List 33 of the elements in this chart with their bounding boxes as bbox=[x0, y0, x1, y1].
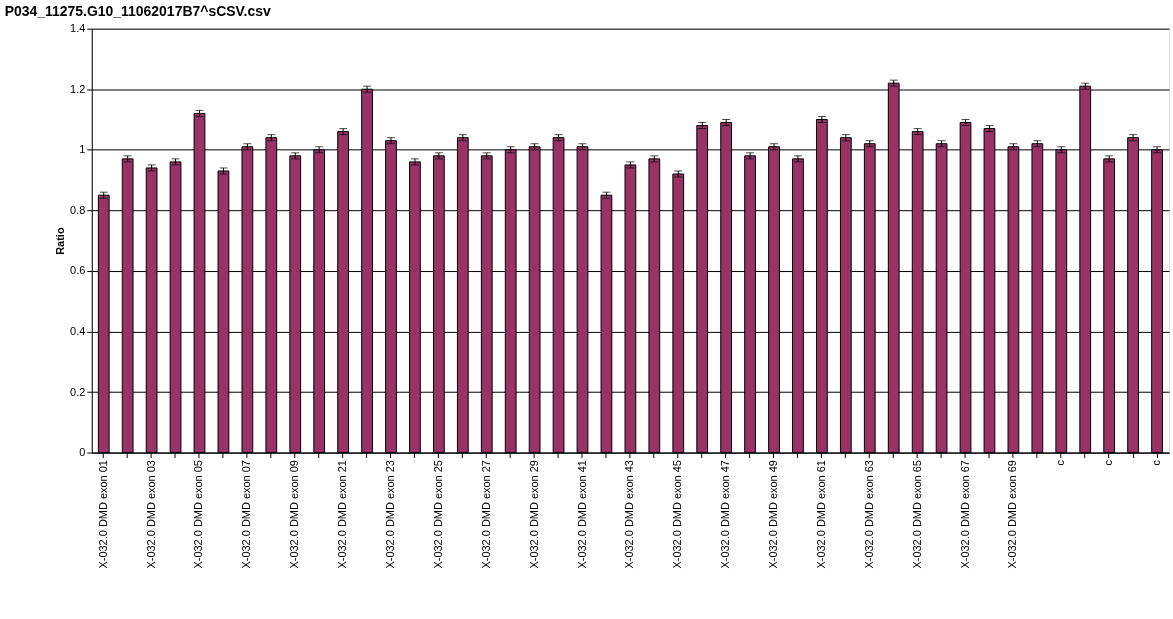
x-tick-label: X-032.0 DMD exon 01 bbox=[96, 460, 109, 569]
chart-title: P034_11275.G10_11062017B7^sCSV.csv bbox=[4, 2, 271, 19]
y-tick-label: 1.2 bbox=[70, 82, 86, 95]
x-tick-label: X-032.0 DMD exon 47 bbox=[719, 460, 732, 569]
x-tick-label: X-032.0 DMD exon 09 bbox=[288, 460, 301, 569]
x-tick-label: X-032.0 DMD exon 63 bbox=[862, 460, 875, 569]
x-tick-label: X-032.0 DMD exon 67 bbox=[958, 460, 971, 569]
x-tick-label: X-032.0 DMD exon 27 bbox=[479, 460, 492, 569]
x-tick-label: X-032.0 DMD exon 05 bbox=[192, 460, 205, 569]
x-tick-label: X-032.0 DMD exon 23 bbox=[383, 460, 396, 569]
y-tick-label: 1 bbox=[79, 143, 86, 156]
y-axis-title: Ratio bbox=[54, 227, 67, 255]
x-tick-label: X-032.0 DMD exon 45 bbox=[671, 460, 684, 569]
x-tick-label: c bbox=[1102, 459, 1115, 466]
x-tick-label: X-032.0 DMD exon 25 bbox=[431, 460, 444, 569]
x-tick-label: c bbox=[1150, 459, 1163, 466]
y-tick-label: 0.4 bbox=[70, 324, 86, 337]
x-tick-label: X-032.0 DMD exon 43 bbox=[623, 460, 636, 569]
x-tick-label: X-032.0 DMD exon 49 bbox=[767, 460, 780, 569]
x-tick-label: c bbox=[1054, 459, 1067, 466]
y-tick-label: 1.4 bbox=[70, 22, 86, 35]
x-tick-label: X-032.0 DMD exon 07 bbox=[240, 460, 253, 569]
y-tick-label: 0.6 bbox=[70, 264, 86, 277]
y-tick-label: 0.2 bbox=[70, 385, 86, 398]
x-tick-label: X-032.0 DMD exon 69 bbox=[1006, 460, 1019, 569]
y-tick-label: 0.8 bbox=[70, 203, 86, 216]
x-tick-label: X-032.0 DMD exon 65 bbox=[910, 460, 923, 569]
x-tick-label: X-032.0 DMD exon 03 bbox=[144, 460, 157, 569]
x-tick-label: X-032.0 DMD exon 61 bbox=[814, 460, 827, 569]
x-tick-label: X-032.0 DMD exon 21 bbox=[336, 460, 349, 569]
y-tick-label: 0 bbox=[79, 446, 86, 459]
x-tick-label: X-032.0 DMD exon 29 bbox=[527, 460, 540, 569]
x-tick-label: X-032.0 DMD exon 41 bbox=[575, 460, 588, 569]
